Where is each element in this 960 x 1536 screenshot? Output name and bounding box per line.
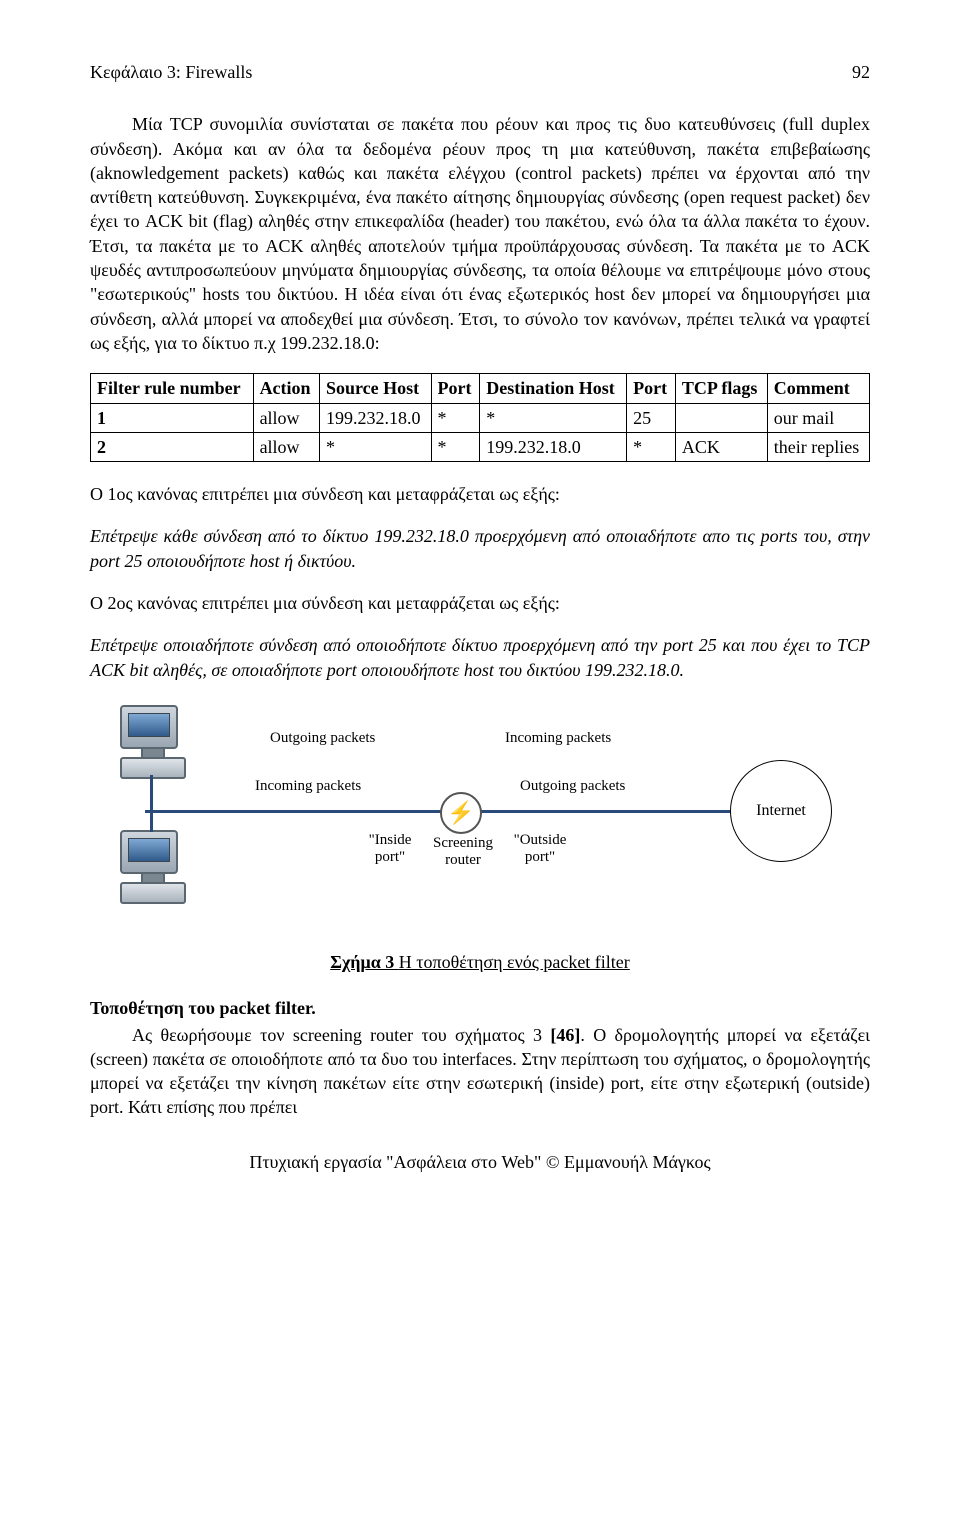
th-source: Source Host (319, 374, 431, 403)
rule2-text: Επέτρεψε οποιαδήποτε σύνδεση από οποιοδή… (90, 633, 870, 682)
th-port-src: Port (431, 374, 480, 403)
rule1-intro: Ο 1ος κανόνας επιτρέπει μια σύνδεση και … (90, 482, 870, 506)
header-left: Κεφάλαιο 3: Firewalls (90, 60, 252, 84)
cell: * (431, 403, 480, 432)
th-dest: Destination Host (480, 374, 627, 403)
label-outgoing-top: Outgoing packets (270, 730, 375, 747)
rule2-intro: Ο 2ος κανόνας επιτρέπει μια σύνδεση και … (90, 591, 870, 615)
cell: * (431, 432, 480, 461)
para2-ref: [46] (550, 1025, 580, 1045)
cell: allow (253, 403, 319, 432)
cell: * (480, 403, 627, 432)
cell: 199.232.18.0 (480, 432, 627, 461)
cell: 1 (91, 403, 254, 432)
cell: allow (253, 432, 319, 461)
cell: ACK (675, 432, 767, 461)
network-diagram: ⚡ Internet Outgoing packets Incoming pac… (120, 700, 840, 930)
th-rule-number: Filter rule number (91, 374, 254, 403)
rule1-text: Επέτρεψε κάθε σύνδεση από το δίκτυο 199.… (90, 524, 870, 573)
internet-label: Internet (756, 800, 806, 822)
cell: 199.232.18.0 (319, 403, 431, 432)
label-screening-router: Screening router (428, 835, 498, 870)
page-footer: Πτυχιακή εργασία "Ασφάλεια στο Web" © Εμ… (90, 1150, 870, 1174)
paragraph-2: Ας θεωρήσουμε τον screening router του σ… (90, 1023, 870, 1120)
caption-text: Η τοποθέτηση ενός packet filter (399, 952, 630, 972)
th-tcp-flags: TCP flags (675, 374, 767, 403)
table-row: 2 allow * * 199.232.18.0 * ACK their rep… (91, 432, 870, 461)
computer-icon (120, 705, 186, 779)
figure-caption: Σχήμα 3 Η τοποθέτηση ενός packet filter (90, 950, 870, 974)
network-line (150, 810, 153, 832)
paragraph-1: Μία TCP συνομιλία συνίσταται σε πακέτα π… (90, 112, 870, 355)
cell: * (319, 432, 431, 461)
internet-node: Internet (730, 760, 832, 862)
page-header: Κεφάλαιο 3: Firewalls 92 (90, 60, 870, 84)
table-row: 1 allow 199.232.18.0 * * 25 our mail (91, 403, 870, 432)
computer-icon (120, 830, 186, 904)
th-comment: Comment (767, 374, 869, 403)
label-outgoing-mid: Outgoing packets (520, 778, 625, 795)
label-inside-port: "Inside port" (360, 832, 420, 867)
para2-a: Ας θεωρήσουμε τον screening router του σ… (132, 1025, 550, 1045)
network-line (145, 810, 725, 813)
cell: 25 (627, 403, 676, 432)
label-incoming-mid: Incoming packets (255, 778, 361, 795)
cell: * (627, 432, 676, 461)
router-icon: ⚡ (440, 792, 482, 834)
network-line (150, 775, 153, 810)
header-right: 92 (852, 60, 870, 84)
label-incoming-top: Incoming packets (505, 730, 611, 747)
th-port-dst: Port (627, 374, 676, 403)
table-header-row: Filter rule number Action Source Host Po… (91, 374, 870, 403)
section-heading: Τοποθέτηση του packet filter. (90, 996, 870, 1020)
label-outside-port: "Outside port" (505, 832, 575, 867)
cell: 2 (91, 432, 254, 461)
filter-rules-table: Filter rule number Action Source Host Po… (90, 373, 870, 462)
cell: our mail (767, 403, 869, 432)
cell: their replies (767, 432, 869, 461)
caption-bold: Σχήμα 3 (330, 952, 399, 972)
cell (675, 403, 767, 432)
th-action: Action (253, 374, 319, 403)
